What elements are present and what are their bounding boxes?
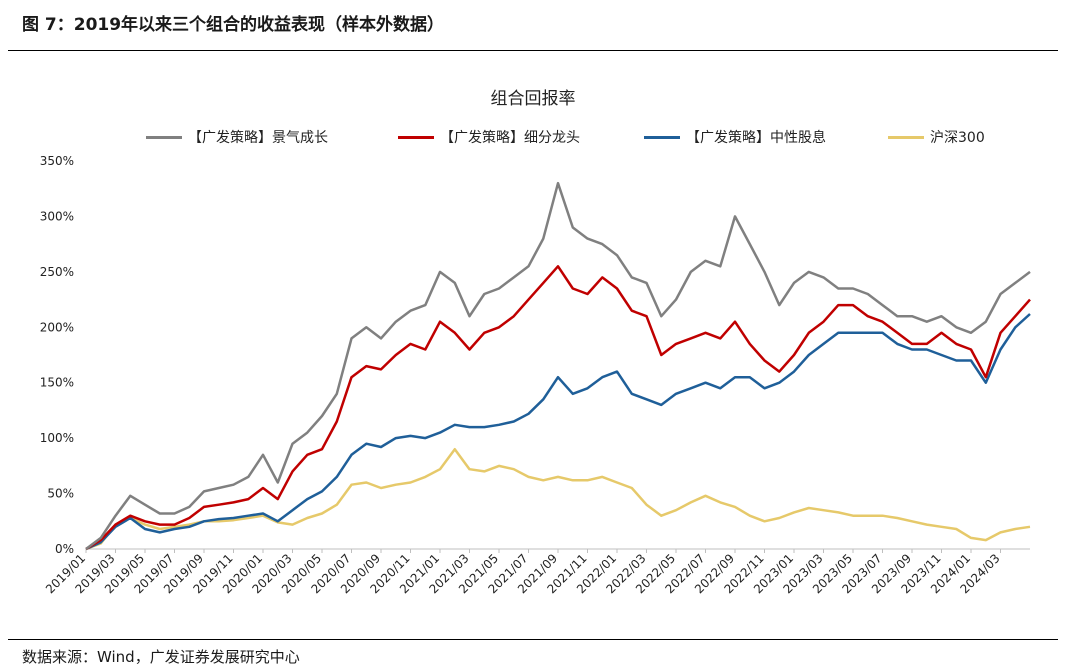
- y-tick-label: 50%: [47, 487, 74, 501]
- line-chart: 0%50%100%150%200%250%300%350%2019/012019…: [40, 154, 1031, 596]
- chart-title: 组合回报率: [490, 89, 576, 109]
- top-rule: [8, 50, 1058, 51]
- legend-label-dividend: 【广发策略】中性股息: [686, 130, 826, 146]
- y-tick-label: 350%: [40, 154, 74, 168]
- legend-label-leader: 【广发策略】细分龙头: [440, 130, 580, 146]
- legend-label-hs300: 沪深300: [930, 130, 985, 146]
- source-note: 数据来源：Wind，广发证券发展研究中心: [22, 648, 300, 666]
- legend-item-hs300: 沪深300: [888, 126, 985, 148]
- series-line-leader: [85, 265, 1031, 551]
- legend: 【广发策略】景气成长 【广发策略】细分龙头 【广发策略】中性股息 沪深300: [0, 126, 1066, 148]
- y-tick-label: 100%: [40, 431, 74, 445]
- series-line-dividend: [85, 313, 1031, 551]
- series-line-growth: [85, 181, 1031, 550]
- y-tick-label: 300%: [40, 209, 74, 223]
- legend-swatch-growth: [146, 135, 182, 139]
- bottom-rule: [8, 639, 1058, 640]
- legend-swatch-dividend: [644, 135, 680, 139]
- figure-title: 图 7：2019年以来三个组合的收益表现（样本外数据）: [22, 15, 445, 35]
- legend-swatch-leader: [398, 135, 434, 139]
- legend-item-leader: 【广发策略】细分龙头: [398, 126, 580, 148]
- y-tick-label: 250%: [40, 265, 74, 279]
- y-tick-label: 200%: [40, 320, 74, 334]
- legend-item-dividend: 【广发策略】中性股息: [644, 126, 826, 148]
- y-tick-label: 0%: [55, 542, 74, 556]
- legend-label-growth: 【广发策略】景气成长: [188, 130, 328, 146]
- legend-item-growth: 【广发策略】景气成长: [146, 126, 328, 148]
- y-tick-label: 150%: [40, 376, 74, 390]
- legend-swatch-hs300: [888, 135, 924, 139]
- series-line-hs300: [85, 447, 1031, 551]
